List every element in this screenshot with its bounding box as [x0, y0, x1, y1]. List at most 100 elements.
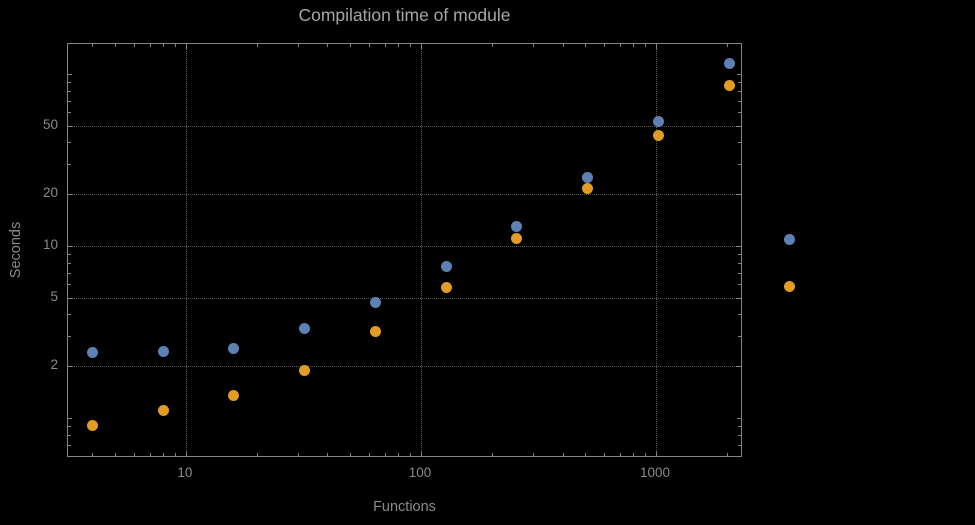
y-tick-minor [68, 112, 71, 113]
data-point-blue [653, 115, 664, 127]
y-tick-major-right [736, 245, 741, 247]
x-tick-minor [256, 453, 258, 456]
y-tick-label: 5 [50, 288, 58, 304]
legend-marker-2 [784, 281, 795, 292]
data-point-orange [157, 405, 169, 417]
data-point-orange [299, 364, 311, 376]
x-tick-major [185, 451, 187, 456]
y-tick-minor [68, 417, 72, 419]
x-tick-minor-top [163, 44, 165, 47]
y-tick-minor [68, 425, 71, 427]
legend-marker-1 [784, 234, 795, 245]
x-tick-minor [633, 453, 635, 456]
x-tick-minor [327, 453, 329, 456]
y-tick-minor-right [738, 272, 741, 274]
x-tick-minor-top [256, 44, 258, 47]
data-point-orange [653, 129, 664, 141]
x-tick-label: 1000 [639, 465, 671, 480]
x-tick-minor-top [368, 44, 370, 47]
y-tick-minor [68, 335, 71, 337]
y-tick-minor-right [738, 90, 741, 92]
y-tick-major-right [736, 125, 741, 127]
x-tick-minor-top [384, 44, 386, 47]
x-tick-minor [585, 453, 587, 456]
gridline-horizontal [68, 366, 741, 368]
x-tick-minor-top [350, 44, 352, 47]
x-tick-minor [368, 453, 370, 456]
x-tick-minor [115, 453, 117, 456]
x-tick-minor-top [562, 44, 564, 47]
y-tick-minor-right [738, 434, 741, 436]
y-tick-minor [68, 284, 71, 285]
gridline-horizontal [68, 245, 741, 247]
x-tick-minor-top [645, 44, 647, 47]
y-tick-minor [68, 163, 71, 165]
x-tick-label: 100 [408, 465, 432, 480]
x-tick-minor [491, 453, 493, 456]
y-tick-minor [68, 314, 71, 316]
y-tick-minor-right [738, 425, 741, 427]
y-tick-minor-right [738, 142, 741, 144]
y-tick-minor [68, 73, 72, 75]
data-point-blue [511, 220, 523, 232]
data-point-blue [157, 345, 169, 357]
y-tick-minor-right [738, 314, 741, 316]
y-tick-minor-right [738, 284, 741, 285]
x-tick-label: 10 [177, 465, 193, 480]
x-tick-minor [603, 453, 605, 456]
x-tick-minor-top [585, 44, 587, 47]
y-tick-minor-right [738, 163, 741, 165]
gridline-vertical [185, 44, 187, 456]
x-tick-minor [619, 453, 621, 456]
data-point-orange [86, 420, 98, 432]
x-tick-minor-top [491, 44, 493, 47]
y-tick-minor [68, 262, 71, 264]
data-point-blue [86, 347, 98, 358]
x-tick-minor [298, 453, 300, 456]
x-tick-minor-top [619, 44, 621, 47]
x-tick-minor [163, 453, 165, 456]
x-tick-minor-top [603, 44, 605, 47]
y-tick-minor [68, 90, 71, 92]
data-point-blue [723, 57, 735, 69]
y-tick-minor-right [737, 73, 741, 75]
x-tick-minor-top [398, 44, 400, 47]
gridline-horizontal [68, 125, 741, 127]
y-tick-minor [68, 253, 71, 255]
y-tick-minor-right [738, 456, 741, 458]
data-point-blue [440, 260, 452, 272]
x-tick-minor-top [149, 44, 151, 47]
gridline-horizontal [68, 194, 741, 196]
y-tick-minor [68, 142, 71, 144]
y-tick-minor [68, 434, 71, 436]
y-tick-major [68, 194, 73, 196]
x-tick-minor [645, 453, 647, 456]
y-tick-label: 20 [42, 185, 58, 201]
x-tick-minor-top [533, 44, 535, 47]
y-tick-major [68, 297, 73, 299]
x-tick-minor [175, 453, 177, 456]
x-tick-major-top [656, 44, 657, 49]
y-tick-minor-right [738, 262, 741, 264]
x-tick-minor-top [633, 44, 635, 47]
y-tick-minor [68, 81, 71, 83]
y-tick-minor-right [738, 335, 741, 337]
y-tick-minor [68, 444, 71, 446]
data-point-orange [582, 183, 594, 195]
x-tick-minor [398, 453, 400, 456]
y-tick-minor-right [738, 253, 741, 255]
x-tick-minor [562, 453, 564, 456]
x-tick-major-top [185, 44, 187, 49]
data-point-blue [369, 296, 381, 308]
x-tick-minor-top [133, 44, 135, 47]
x-tick-minor [92, 453, 94, 456]
y-tick-major-right [736, 366, 741, 368]
data-point-orange [440, 282, 452, 294]
plot-area [67, 43, 742, 458]
data-point-orange [511, 233, 523, 245]
chart-title: Compilation time of module [298, 5, 511, 25]
data-point-orange [723, 79, 735, 91]
x-tick-minor-top [298, 44, 300, 47]
x-tick-minor [384, 453, 386, 456]
